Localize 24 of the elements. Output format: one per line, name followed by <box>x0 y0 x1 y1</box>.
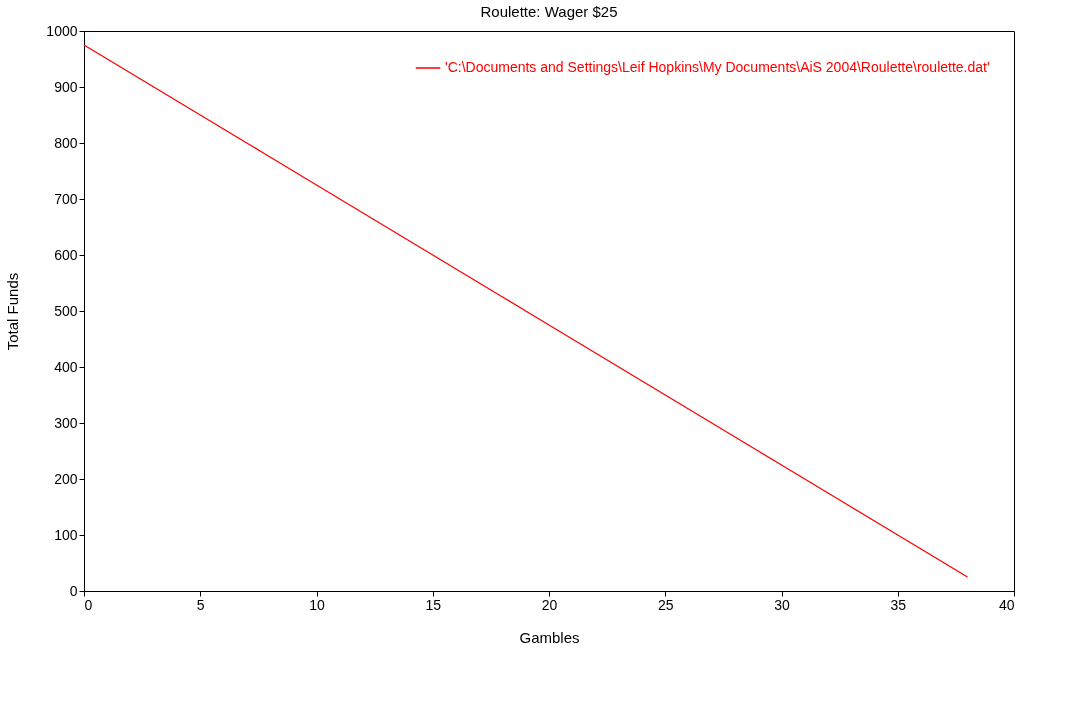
y-tick-label: 500 <box>54 302 78 319</box>
y-tick-label: 1000 <box>46 22 78 39</box>
y-tick-label: 400 <box>54 358 78 375</box>
x-tick-label: 25 <box>657 596 674 613</box>
x-tick-label: 15 <box>425 596 442 613</box>
x-tick-label: 40 <box>998 596 1015 613</box>
x-tick-label: 35 <box>890 596 907 613</box>
y-tick-label: 300 <box>54 414 78 431</box>
y-tick-label: 200 <box>54 470 78 487</box>
x-tick-label: 0 <box>84 596 93 613</box>
x-tick-label: 10 <box>309 596 325 613</box>
y-axis-title: Total Funds <box>4 272 22 351</box>
y-tick-label: 100 <box>54 526 78 543</box>
chart-title: Roulette: Wager $25 <box>480 3 618 20</box>
x-tick-label: 5 <box>196 596 205 613</box>
y-tick-label: 800 <box>54 134 78 151</box>
y-tick-label: 0 <box>69 582 78 599</box>
x-tick-label: 20 <box>541 596 558 613</box>
legend-label: 'C:\Documents and Settings\Leif Hopkins\My Documents\AiS 2004\Roulette\roulette.dat' <box>445 59 990 75</box>
y-tick-label: 700 <box>54 190 78 207</box>
y-tick-label: 600 <box>54 246 78 263</box>
x-tick-label: 30 <box>774 596 790 613</box>
y-tick-label: 900 <box>54 78 78 95</box>
x-axis-title: Gambles <box>519 628 580 646</box>
